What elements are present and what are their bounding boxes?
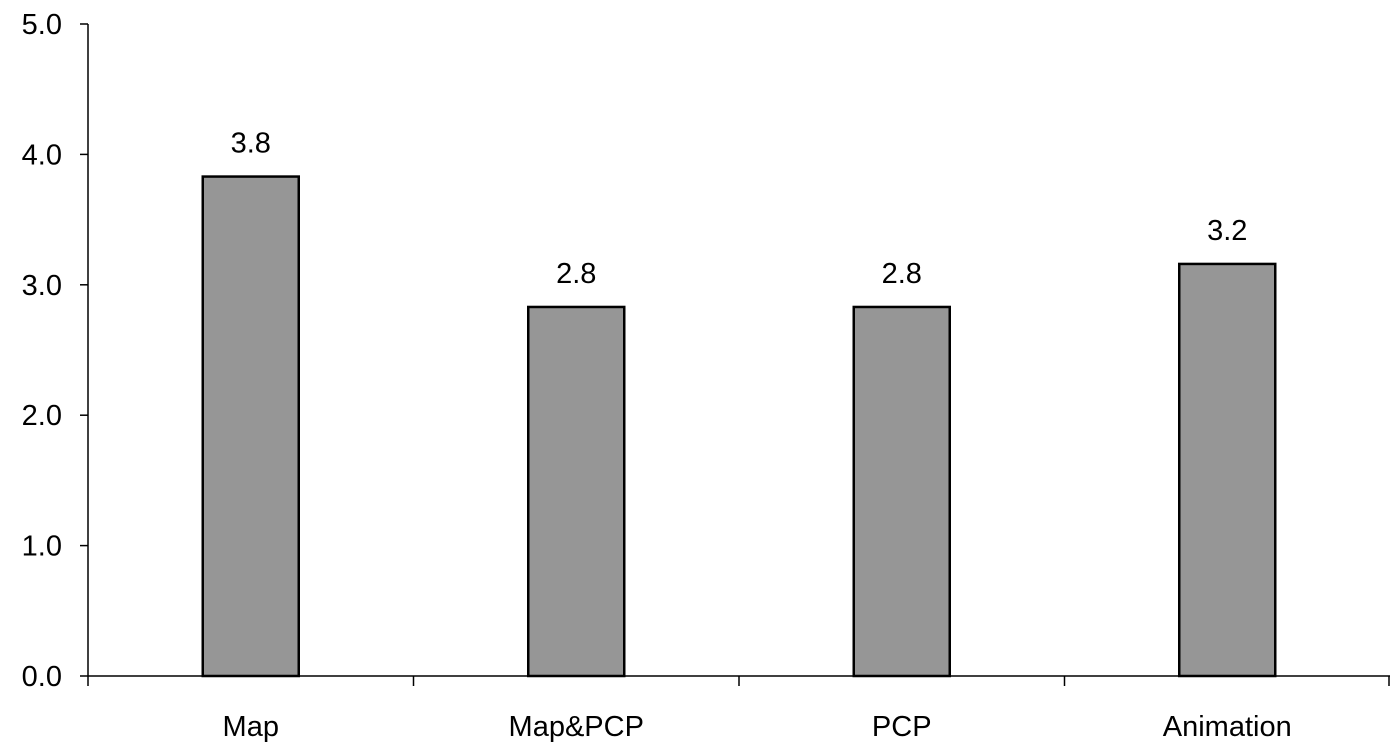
y-tick-label: 0.0 bbox=[22, 661, 62, 693]
y-tick-label: 3.0 bbox=[22, 270, 62, 302]
x-category-label: Map bbox=[223, 711, 279, 743]
data-labels: 3.8 2.8 2.8 3.2 bbox=[231, 128, 1248, 290]
bar-value-label: 2.8 bbox=[556, 258, 596, 290]
bar-value-label: 3.2 bbox=[1207, 215, 1247, 247]
bar-3 bbox=[1178, 262, 1277, 678]
y-axis: 0.0 1.0 2.0 3.0 4.0 5.0 bbox=[22, 9, 89, 693]
x-category-label: Animation bbox=[1163, 711, 1292, 743]
bar-1 bbox=[527, 305, 626, 678]
bar-value-label: 3.8 bbox=[231, 128, 271, 160]
x-axis: Map Map&PCP PCP Animation bbox=[87, 675, 1390, 743]
bar-0 bbox=[201, 175, 300, 678]
y-tick-label: 5.0 bbox=[22, 9, 62, 41]
y-tick-label: 1.0 bbox=[22, 531, 62, 563]
bar-value-label: 2.8 bbox=[882, 258, 922, 290]
y-tick-label: 2.0 bbox=[22, 400, 62, 432]
y-tick-label: 4.0 bbox=[22, 139, 62, 171]
x-category-label: Map&PCP bbox=[509, 711, 644, 743]
bar-2 bbox=[852, 305, 951, 678]
bars bbox=[201, 175, 1277, 678]
x-category-label: PCP bbox=[872, 711, 932, 743]
